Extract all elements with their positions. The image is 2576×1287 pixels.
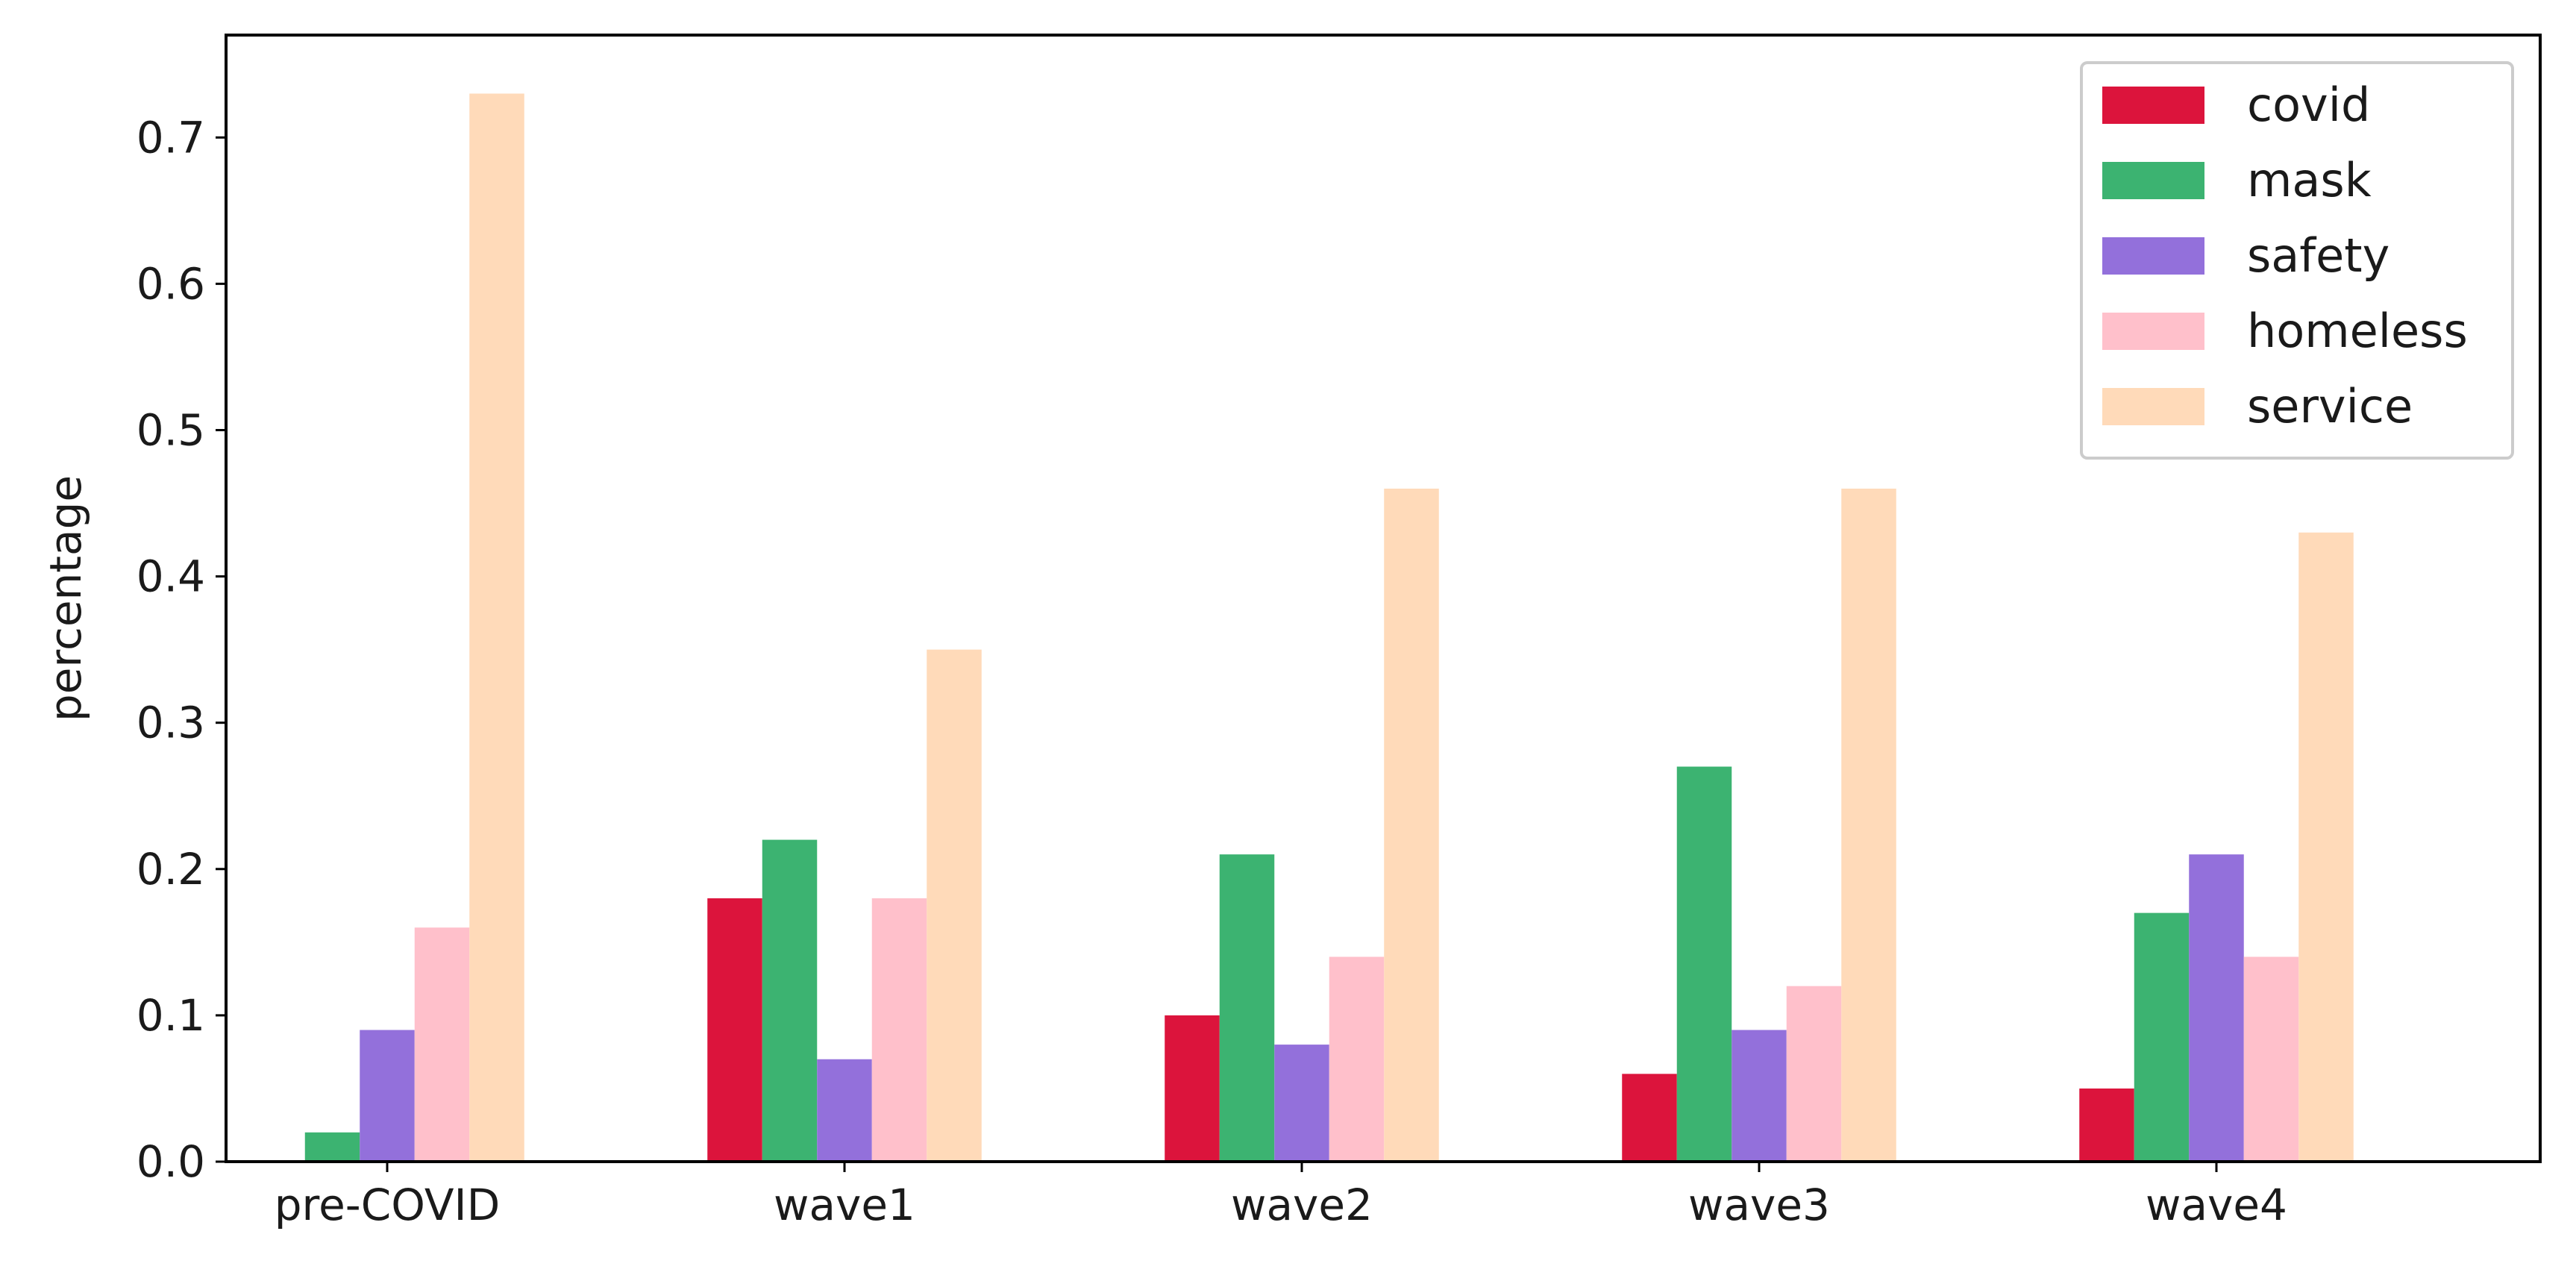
bar-covid-wave4 xyxy=(2079,1088,2134,1162)
y-axis: 0.0 0.1 0.2 0.3 0.4 0.5 0.6 0.7 xyxy=(137,112,226,1187)
legend-swatch-covid xyxy=(2102,87,2204,124)
bar-homeless-wave1 xyxy=(871,898,927,1162)
y-tick-label: 0.7 xyxy=(137,112,205,163)
bar-homeless-wave3 xyxy=(1786,986,1842,1162)
y-tick-label: 0.5 xyxy=(137,404,205,455)
y-axis-label: percentage xyxy=(40,475,91,721)
bar-covid-wave2 xyxy=(1165,1015,1220,1162)
plot-frame xyxy=(225,34,2542,1163)
y-tick-label: 0.4 xyxy=(137,551,205,602)
x-tick-label: wave3 xyxy=(1688,1180,1830,1230)
legend-label-homeless: homeless xyxy=(2247,304,2468,358)
bar-homeless-wave4 xyxy=(2243,956,2299,1162)
x-axis: pre-COVID wave1 wave2 wave3 wave4 xyxy=(275,1162,2287,1230)
x-tick-label: wave1 xyxy=(774,1180,915,1230)
y-tick-label: 0.3 xyxy=(137,698,205,748)
bar-safety-wave3 xyxy=(1732,1030,1787,1162)
bar-mask-wave4 xyxy=(2134,912,2190,1162)
legend-box xyxy=(2080,61,2514,460)
bar-safety-wave1 xyxy=(817,1059,872,1162)
bar-service-wave2 xyxy=(1384,488,1439,1162)
bar-mask-wave2 xyxy=(1219,854,1275,1162)
bar-homeless-wave2 xyxy=(1329,956,1385,1162)
bar-covid-wave1 xyxy=(707,898,762,1162)
x-tick-label: wave4 xyxy=(2146,1180,2287,1230)
legend-label-mask: mask xyxy=(2247,153,2372,207)
bar-homeless-pre-COVID xyxy=(414,927,470,1162)
y-tick-label: 0.2 xyxy=(137,844,205,895)
bar-safety-wave2 xyxy=(1274,1045,1329,1162)
bar-mask-wave1 xyxy=(762,839,818,1162)
bar-mask-pre-COVID xyxy=(304,1132,360,1162)
legend-label-safety: safety xyxy=(2247,228,2389,283)
bar-safety-wave4 xyxy=(2189,854,2244,1162)
legend-swatch-homeless xyxy=(2102,313,2204,350)
legend-swatch-safety xyxy=(2102,237,2204,275)
bars-layer xyxy=(304,93,2354,1162)
legend-label-service: service xyxy=(2247,379,2413,433)
y-tick-label: 0.0 xyxy=(137,1136,205,1187)
legend-swatch-service xyxy=(2102,388,2204,425)
x-tick-label: wave2 xyxy=(1231,1180,1373,1230)
y-tick-label: 0.1 xyxy=(137,990,205,1041)
bar-mask-wave3 xyxy=(1676,766,1732,1162)
bar-service-wave3 xyxy=(1841,488,1896,1162)
legend-swatch-mask xyxy=(2102,162,2204,199)
x-tick-label: pre-COVID xyxy=(275,1180,501,1230)
legend-label-covid: covid xyxy=(2247,78,2370,132)
bar-service-wave4 xyxy=(2298,532,2354,1162)
bar-covid-wave3 xyxy=(1622,1074,1677,1162)
legend: covid mask safety homeless service xyxy=(2080,61,2514,460)
bar-service-wave1 xyxy=(927,649,982,1162)
bar-safety-pre-COVID xyxy=(360,1030,415,1162)
bar-service-pre-COVID xyxy=(469,93,524,1162)
y-tick-label: 0.6 xyxy=(137,258,205,309)
